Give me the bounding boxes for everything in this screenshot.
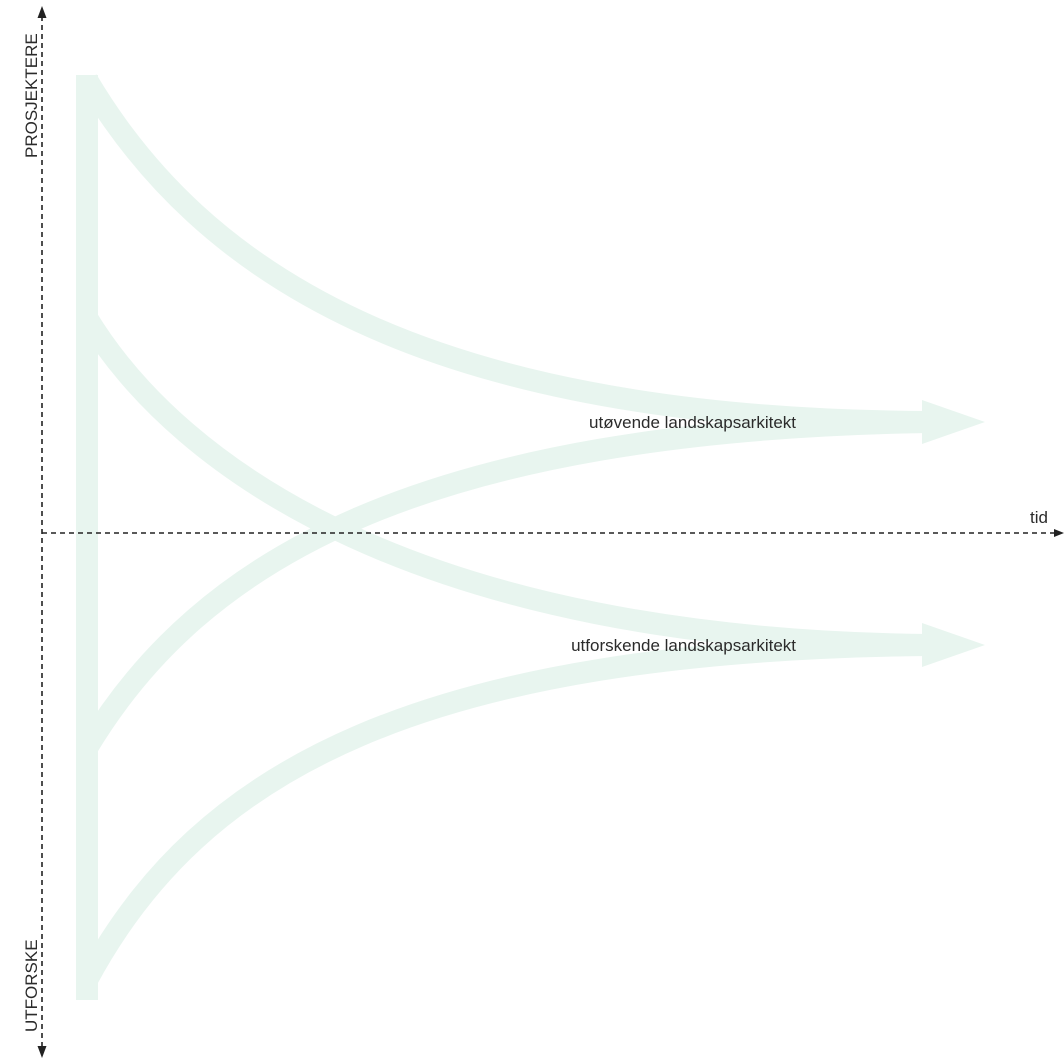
flow-bottom-curve	[77, 634, 931, 986]
path-label-exploring: utforskende landskapsarkitekt	[571, 636, 796, 655]
vertical-axis-up-arrow	[37, 6, 47, 18]
flow-shapes	[76, 74, 985, 1000]
axes	[37, 6, 1064, 1058]
flow-cross-up-curve	[77, 411, 931, 754]
lower-arrow-head-shape	[922, 623, 985, 667]
horizontal-axis-arrow	[1054, 529, 1064, 537]
flow-top-curve	[77, 74, 931, 433]
horizontal-axis-label: tid	[1030, 508, 1048, 527]
flow-cross-down-curve	[77, 312, 931, 656]
vertical-axis-top-label: PROSJEKTERE	[22, 33, 41, 158]
vertical-axis-bottom-label: UTFORSKE	[22, 939, 41, 1032]
upper-arrow-head-shape	[922, 400, 985, 444]
path-label-practicing: utøvende landskapsarkitekt	[589, 413, 796, 432]
vertical-axis-down-arrow	[37, 1046, 47, 1058]
